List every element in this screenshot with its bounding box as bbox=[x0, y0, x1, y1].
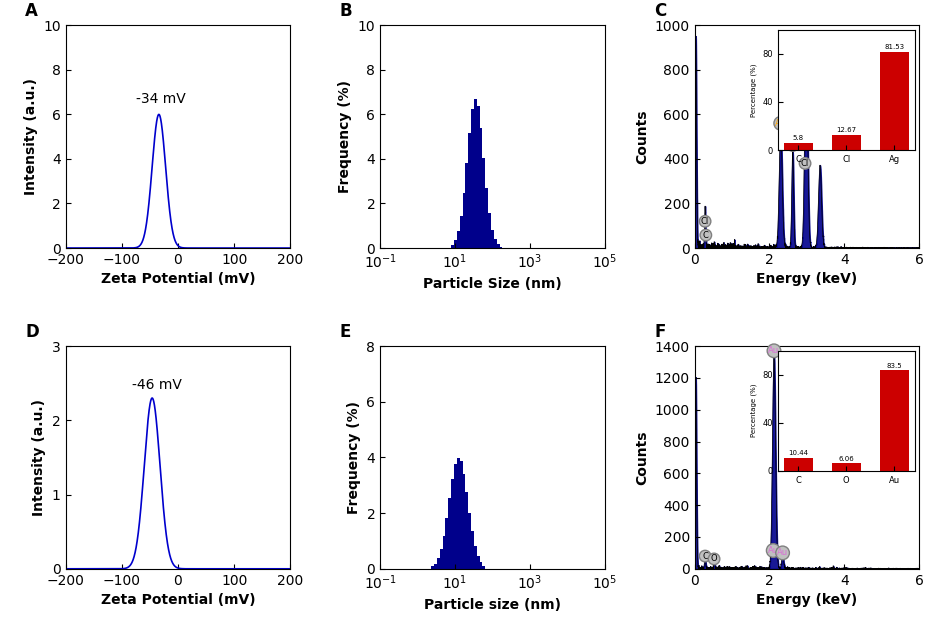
Bar bbox=[493, 240, 496, 248]
Bar bbox=[491, 229, 493, 248]
Y-axis label: Frequency (%): Frequency (%) bbox=[338, 80, 352, 193]
Y-axis label: Intensity (a.u.): Intensity (a.u.) bbox=[33, 399, 46, 516]
Text: B: B bbox=[340, 3, 353, 20]
Text: A: A bbox=[25, 3, 38, 20]
Bar bbox=[465, 492, 468, 569]
Bar bbox=[485, 188, 488, 248]
Text: Au: Au bbox=[767, 546, 779, 555]
Bar bbox=[496, 245, 500, 248]
Bar bbox=[457, 231, 460, 248]
Y-axis label: Frequency (%): Frequency (%) bbox=[347, 401, 361, 514]
Bar bbox=[482, 159, 485, 248]
Text: Au: Au bbox=[768, 346, 779, 355]
Text: -46 mV: -46 mV bbox=[132, 378, 182, 392]
X-axis label: Particle size (nm): Particle size (nm) bbox=[424, 598, 561, 612]
Bar bbox=[482, 566, 485, 569]
Text: E: E bbox=[340, 323, 351, 341]
Text: D: D bbox=[25, 323, 39, 341]
Text: Ag: Ag bbox=[801, 43, 811, 52]
Bar bbox=[468, 133, 471, 248]
Bar bbox=[457, 458, 460, 569]
X-axis label: Particle Size (nm): Particle Size (nm) bbox=[423, 277, 562, 291]
Bar bbox=[500, 246, 503, 248]
Bar bbox=[434, 564, 437, 569]
Y-axis label: Counts: Counts bbox=[635, 109, 649, 164]
Bar bbox=[468, 513, 471, 569]
Text: -34 mV: -34 mV bbox=[136, 92, 186, 106]
Bar bbox=[488, 213, 491, 248]
Bar bbox=[443, 536, 446, 569]
Text: O: O bbox=[711, 554, 718, 564]
Text: C: C bbox=[703, 231, 709, 240]
Bar bbox=[460, 461, 462, 569]
X-axis label: Zeta Potential (mV): Zeta Potential (mV) bbox=[100, 593, 255, 607]
Text: Au: Au bbox=[777, 549, 788, 557]
Bar bbox=[451, 479, 454, 569]
Bar bbox=[477, 556, 479, 569]
Bar bbox=[474, 99, 477, 248]
Bar bbox=[462, 474, 465, 569]
Bar bbox=[462, 193, 465, 248]
Bar bbox=[471, 109, 474, 248]
Y-axis label: Intensity (a.u.): Intensity (a.u.) bbox=[23, 78, 38, 195]
Bar bbox=[477, 106, 479, 248]
Text: Ag: Ag bbox=[775, 119, 786, 128]
X-axis label: Energy (keV): Energy (keV) bbox=[756, 593, 857, 607]
Text: C: C bbox=[654, 3, 666, 20]
Bar bbox=[446, 518, 448, 569]
Bar bbox=[471, 531, 474, 569]
Text: Cl: Cl bbox=[701, 217, 709, 226]
Bar bbox=[460, 216, 462, 248]
Bar bbox=[440, 549, 443, 569]
Bar bbox=[479, 128, 482, 248]
Bar bbox=[448, 499, 451, 569]
Bar bbox=[474, 546, 477, 569]
Bar bbox=[454, 464, 457, 569]
Text: Cl: Cl bbox=[789, 141, 796, 150]
Y-axis label: Counts: Counts bbox=[635, 430, 649, 485]
Bar bbox=[465, 163, 468, 248]
X-axis label: Zeta Potential (mV): Zeta Potential (mV) bbox=[100, 272, 255, 286]
Bar bbox=[454, 240, 457, 248]
Bar bbox=[437, 558, 440, 569]
Text: Cl: Cl bbox=[801, 159, 809, 168]
Text: C: C bbox=[703, 552, 708, 561]
X-axis label: Energy (keV): Energy (keV) bbox=[756, 272, 857, 286]
Bar bbox=[451, 245, 454, 248]
Text: F: F bbox=[654, 323, 666, 341]
Bar bbox=[431, 566, 434, 569]
Bar bbox=[479, 562, 482, 569]
